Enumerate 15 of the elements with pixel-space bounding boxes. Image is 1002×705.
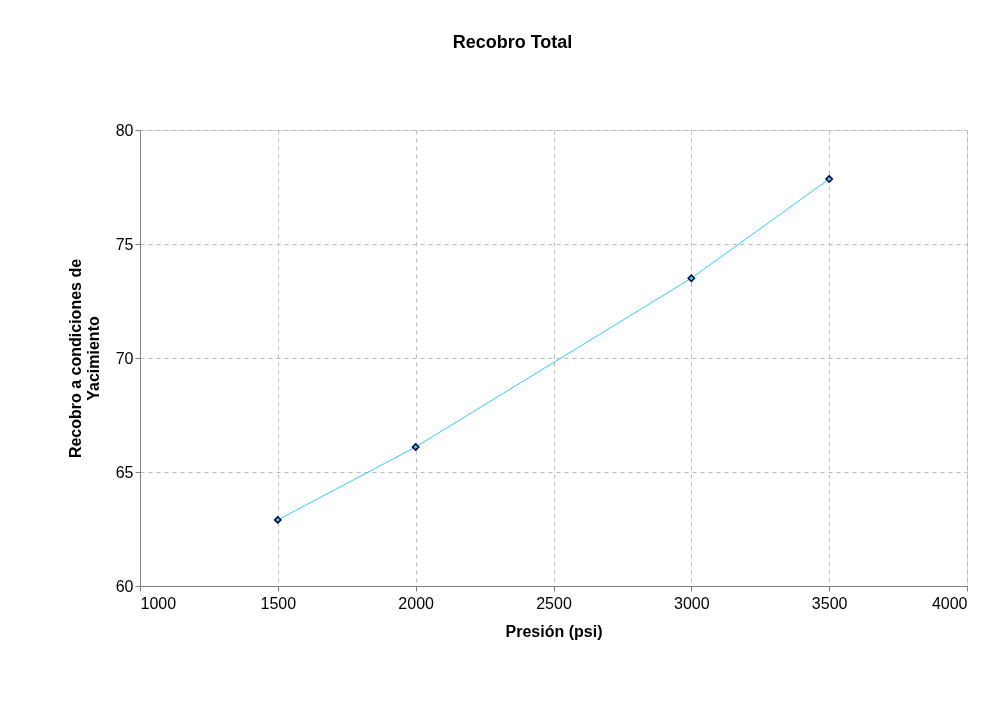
x-axis-title: Presión (psi) (505, 622, 603, 640)
y-tick-label: 65 (115, 463, 134, 481)
chart-title: Recobro Total (452, 32, 573, 52)
y-tick-label: 70 (115, 349, 134, 367)
x-tick-label: 3000 (674, 594, 710, 612)
y-tick-label: 75 (115, 235, 134, 253)
x-tick-label: 1500 (260, 594, 297, 612)
y-axis-title: Recobro a condiciones de Yacimiento (66, 258, 102, 459)
x-tick-label: 1000 (140, 594, 177, 612)
x-tick-label: 4000 (931, 594, 968, 612)
x-tick-label: 2500 (536, 594, 572, 612)
x-tick-label: 3500 (811, 594, 848, 612)
x-tick-label: 2000 (398, 594, 435, 612)
y-tick-label: 60 (115, 577, 134, 595)
y-tick-label: 80 (115, 121, 134, 139)
